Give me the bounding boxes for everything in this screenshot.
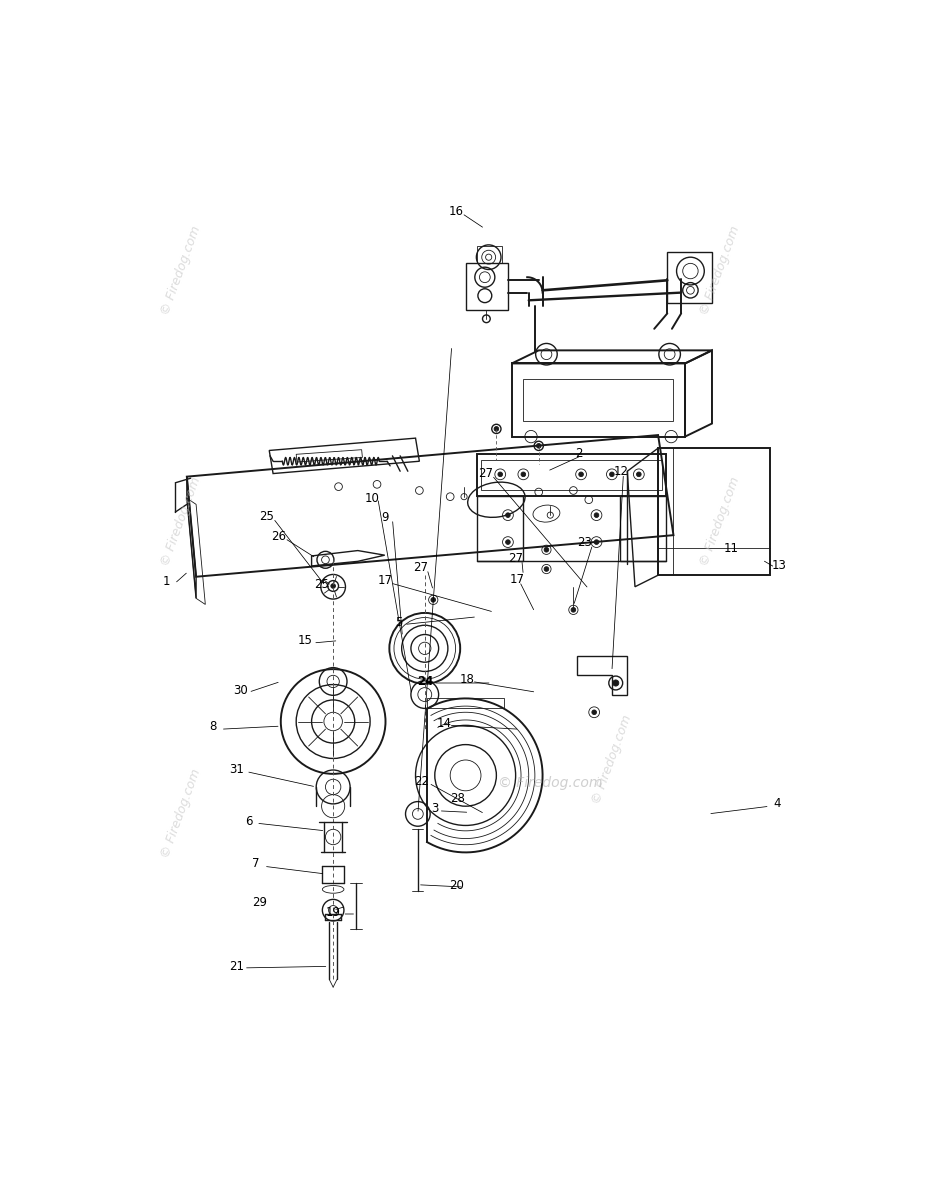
Text: 15: 15 [298, 634, 313, 647]
Circle shape [579, 472, 584, 476]
Text: 9: 9 [381, 511, 389, 524]
Text: 28: 28 [450, 792, 465, 805]
Text: 5: 5 [395, 617, 403, 630]
Text: © Firedog.com: © Firedog.com [159, 224, 203, 318]
Text: 14: 14 [436, 716, 451, 730]
Text: © Firedog.com: © Firedog.com [159, 768, 203, 860]
Circle shape [545, 566, 549, 571]
Circle shape [498, 472, 502, 476]
Text: 7: 7 [252, 858, 260, 870]
Circle shape [505, 540, 510, 545]
Text: 8: 8 [209, 720, 217, 733]
Circle shape [637, 472, 641, 476]
Text: 25: 25 [314, 578, 329, 590]
Text: 1: 1 [163, 575, 171, 588]
Text: 19: 19 [326, 906, 341, 919]
Text: 13: 13 [771, 559, 786, 572]
Text: 12: 12 [614, 464, 629, 478]
Text: 27: 27 [478, 467, 493, 480]
Circle shape [505, 512, 510, 517]
Text: 22: 22 [414, 775, 430, 788]
Circle shape [594, 540, 599, 545]
Text: 2: 2 [575, 448, 583, 460]
Text: © Firedog.com: © Firedog.com [589, 714, 634, 806]
Text: 11: 11 [724, 541, 739, 554]
Circle shape [494, 426, 499, 431]
Text: 30: 30 [234, 684, 248, 697]
Circle shape [536, 444, 541, 448]
Circle shape [613, 680, 619, 686]
Text: 25: 25 [260, 510, 275, 523]
Text: © Firedog.com: © Firedog.com [159, 475, 203, 568]
Circle shape [331, 583, 335, 588]
Text: 24: 24 [417, 674, 433, 688]
Circle shape [610, 472, 615, 476]
Text: 23: 23 [577, 536, 592, 550]
Text: 31: 31 [230, 763, 245, 775]
Text: 20: 20 [449, 880, 464, 892]
Text: 3: 3 [432, 802, 438, 815]
Circle shape [592, 710, 597, 714]
Text: 17: 17 [377, 574, 392, 587]
Text: 4: 4 [773, 797, 781, 810]
Text: © Firedog.com: © Firedog.com [698, 224, 742, 318]
Text: © Firedog.com: © Firedog.com [698, 475, 742, 568]
Text: 6: 6 [245, 815, 252, 828]
Circle shape [431, 598, 435, 602]
Circle shape [594, 512, 599, 517]
Text: 26: 26 [271, 530, 286, 544]
Circle shape [545, 547, 549, 552]
Circle shape [571, 607, 575, 612]
Text: 27: 27 [508, 552, 523, 565]
Text: 21: 21 [229, 960, 244, 973]
Text: 29: 29 [252, 896, 267, 908]
Text: 18: 18 [460, 673, 474, 685]
Circle shape [521, 472, 526, 476]
Text: 16: 16 [449, 205, 464, 218]
Text: 17: 17 [510, 572, 525, 586]
Text: 10: 10 [364, 492, 379, 505]
Text: © Firedog.com: © Firedog.com [498, 776, 602, 790]
Text: 27: 27 [414, 560, 429, 574]
